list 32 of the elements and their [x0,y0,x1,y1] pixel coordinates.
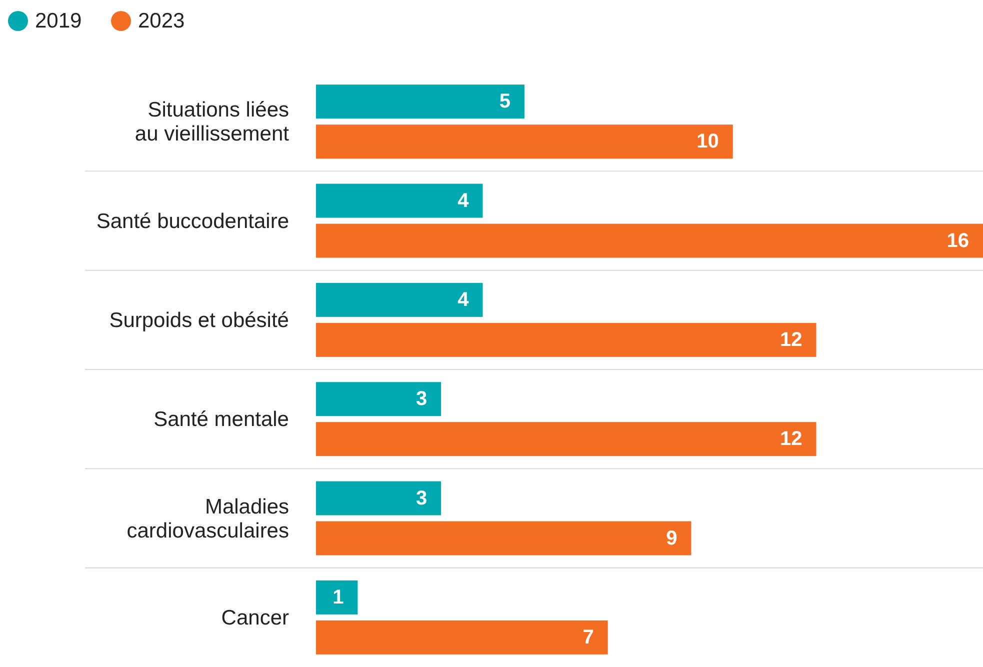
bar [316,84,524,119]
y-tick-label: Santé mentale [154,408,289,431]
bar [316,282,483,317]
data-label: 16 [946,230,969,252]
data-label: 4 [458,288,470,311]
data-label: 10 [696,130,719,153]
bar [316,521,692,556]
data-label: 7 [582,626,594,648]
y-tick-label: Surpoids et obésité [109,308,289,332]
y-tick-label: Maladies cardiovasculaires [126,494,289,542]
data-label: 5 [499,90,510,113]
bar [316,620,608,654]
data-label: 1 [332,586,344,608]
data-label: 3 [416,487,428,510]
bar [316,322,816,357]
bar [316,422,816,456]
data-label: 9 [666,527,678,550]
bar [316,124,733,159]
legend-label: 2019 [35,10,82,32]
bar [316,224,983,258]
bar [316,184,483,218]
data-label: 12 [780,328,802,351]
y-tick-label: Situations liées au vieillissement [134,98,290,146]
data-label: 3 [416,388,428,410]
data-label: 4 [458,190,470,212]
data-label: 12 [780,428,802,450]
y-tick-label: Cancer [221,606,289,629]
bar [316,580,358,614]
legend-label: 2023 [138,10,185,32]
bar [316,481,442,516]
y-tick-label: Santé buccodentaire [96,209,289,232]
bar [316,382,442,416]
